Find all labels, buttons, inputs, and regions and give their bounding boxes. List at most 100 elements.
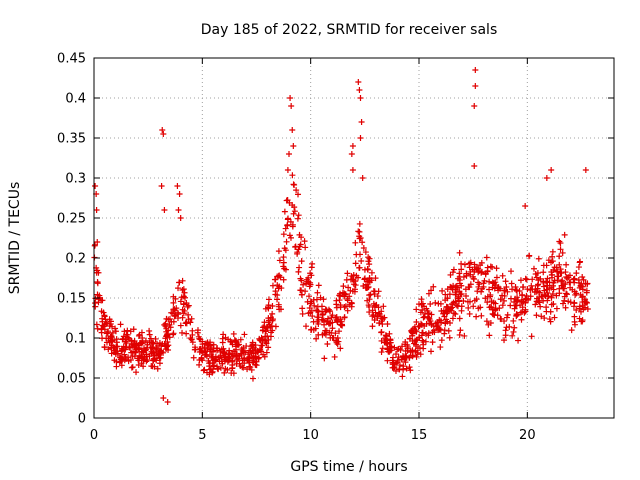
data-point <box>493 274 500 281</box>
data-point <box>567 279 574 286</box>
data-point <box>478 269 485 276</box>
data-point <box>466 260 473 267</box>
data-point <box>117 321 124 328</box>
data-point <box>493 265 500 272</box>
data-point <box>230 370 237 377</box>
data-point <box>217 364 224 371</box>
y-tick-label: 0.1 <box>65 332 86 347</box>
data-point <box>437 317 444 324</box>
data-point <box>249 375 256 382</box>
data-point <box>452 298 459 305</box>
data-point <box>261 319 268 326</box>
data-point <box>543 278 550 285</box>
data-point <box>315 308 322 315</box>
data-point <box>535 255 542 262</box>
data-point <box>477 304 484 311</box>
data-point <box>307 270 314 277</box>
data-point <box>179 277 186 284</box>
data-point <box>478 259 485 266</box>
data-point <box>421 313 428 320</box>
data-point <box>423 305 430 312</box>
data-point <box>499 302 506 309</box>
data-point <box>234 356 241 363</box>
data-point <box>366 309 373 316</box>
data-point <box>177 322 184 329</box>
x-tick-label: 15 <box>411 428 428 443</box>
data-point <box>137 339 144 346</box>
data-point <box>236 353 243 360</box>
data-point <box>484 299 491 306</box>
data-point <box>285 215 292 222</box>
y-tick-label: 0.35 <box>57 132 86 147</box>
data-point <box>369 323 376 330</box>
data-point <box>261 353 268 360</box>
data-point <box>394 359 401 366</box>
data-point <box>344 270 351 277</box>
data-point <box>417 351 424 358</box>
data-point <box>551 277 558 284</box>
data-point <box>286 151 292 157</box>
data-point <box>556 261 563 268</box>
data-point <box>265 296 272 303</box>
data-point <box>579 318 586 325</box>
data-point <box>471 267 478 274</box>
data-point <box>512 302 519 309</box>
data-point <box>415 323 422 330</box>
data-point <box>264 333 271 340</box>
data-point <box>136 352 143 359</box>
data-point <box>357 234 364 241</box>
data-point <box>356 251 363 258</box>
data-point <box>101 312 108 319</box>
data-point <box>302 288 309 295</box>
data-point <box>329 312 336 319</box>
data-point <box>112 325 119 332</box>
data-point <box>230 330 237 337</box>
data-point <box>428 321 435 328</box>
data-point <box>424 314 431 321</box>
data-point <box>515 337 522 344</box>
data-point <box>525 253 532 260</box>
data-point <box>413 319 420 326</box>
data-point <box>355 79 362 85</box>
data-point <box>272 288 279 295</box>
data-point <box>472 67 479 73</box>
data-point <box>452 311 459 318</box>
data-point <box>334 334 341 341</box>
data-point <box>483 254 490 261</box>
data-point <box>104 319 111 326</box>
data-point <box>467 268 474 275</box>
data-point <box>338 318 345 325</box>
data-point <box>336 328 343 335</box>
data-point <box>199 341 206 348</box>
data-point <box>296 231 303 238</box>
data-point <box>138 340 145 347</box>
x-axis: 0 5 10 15 20 <box>90 58 536 443</box>
data-point <box>146 331 153 338</box>
data-point <box>584 280 591 287</box>
data-point <box>313 335 320 342</box>
data-point <box>236 360 243 367</box>
y-axis-label: SRMTID / TECUs <box>7 182 23 295</box>
data-point <box>190 354 197 361</box>
data-point <box>160 131 167 137</box>
data-point <box>189 339 196 346</box>
data-point <box>291 208 298 215</box>
data-point <box>219 339 226 346</box>
data-point <box>518 316 525 323</box>
data-point <box>205 342 212 349</box>
data-point <box>379 315 386 322</box>
data-points <box>91 67 591 405</box>
data-point <box>406 335 413 342</box>
data-point <box>430 283 437 290</box>
data-point <box>437 344 444 351</box>
data-point <box>548 294 555 301</box>
data-point <box>449 300 456 307</box>
data-point <box>551 314 558 321</box>
data-point <box>510 328 517 335</box>
data-point <box>301 238 308 245</box>
data-point <box>440 310 447 317</box>
data-point <box>360 282 367 289</box>
data-point <box>462 286 469 293</box>
x-axis-label: GPS time / hours <box>290 459 407 475</box>
data-point <box>139 354 146 361</box>
